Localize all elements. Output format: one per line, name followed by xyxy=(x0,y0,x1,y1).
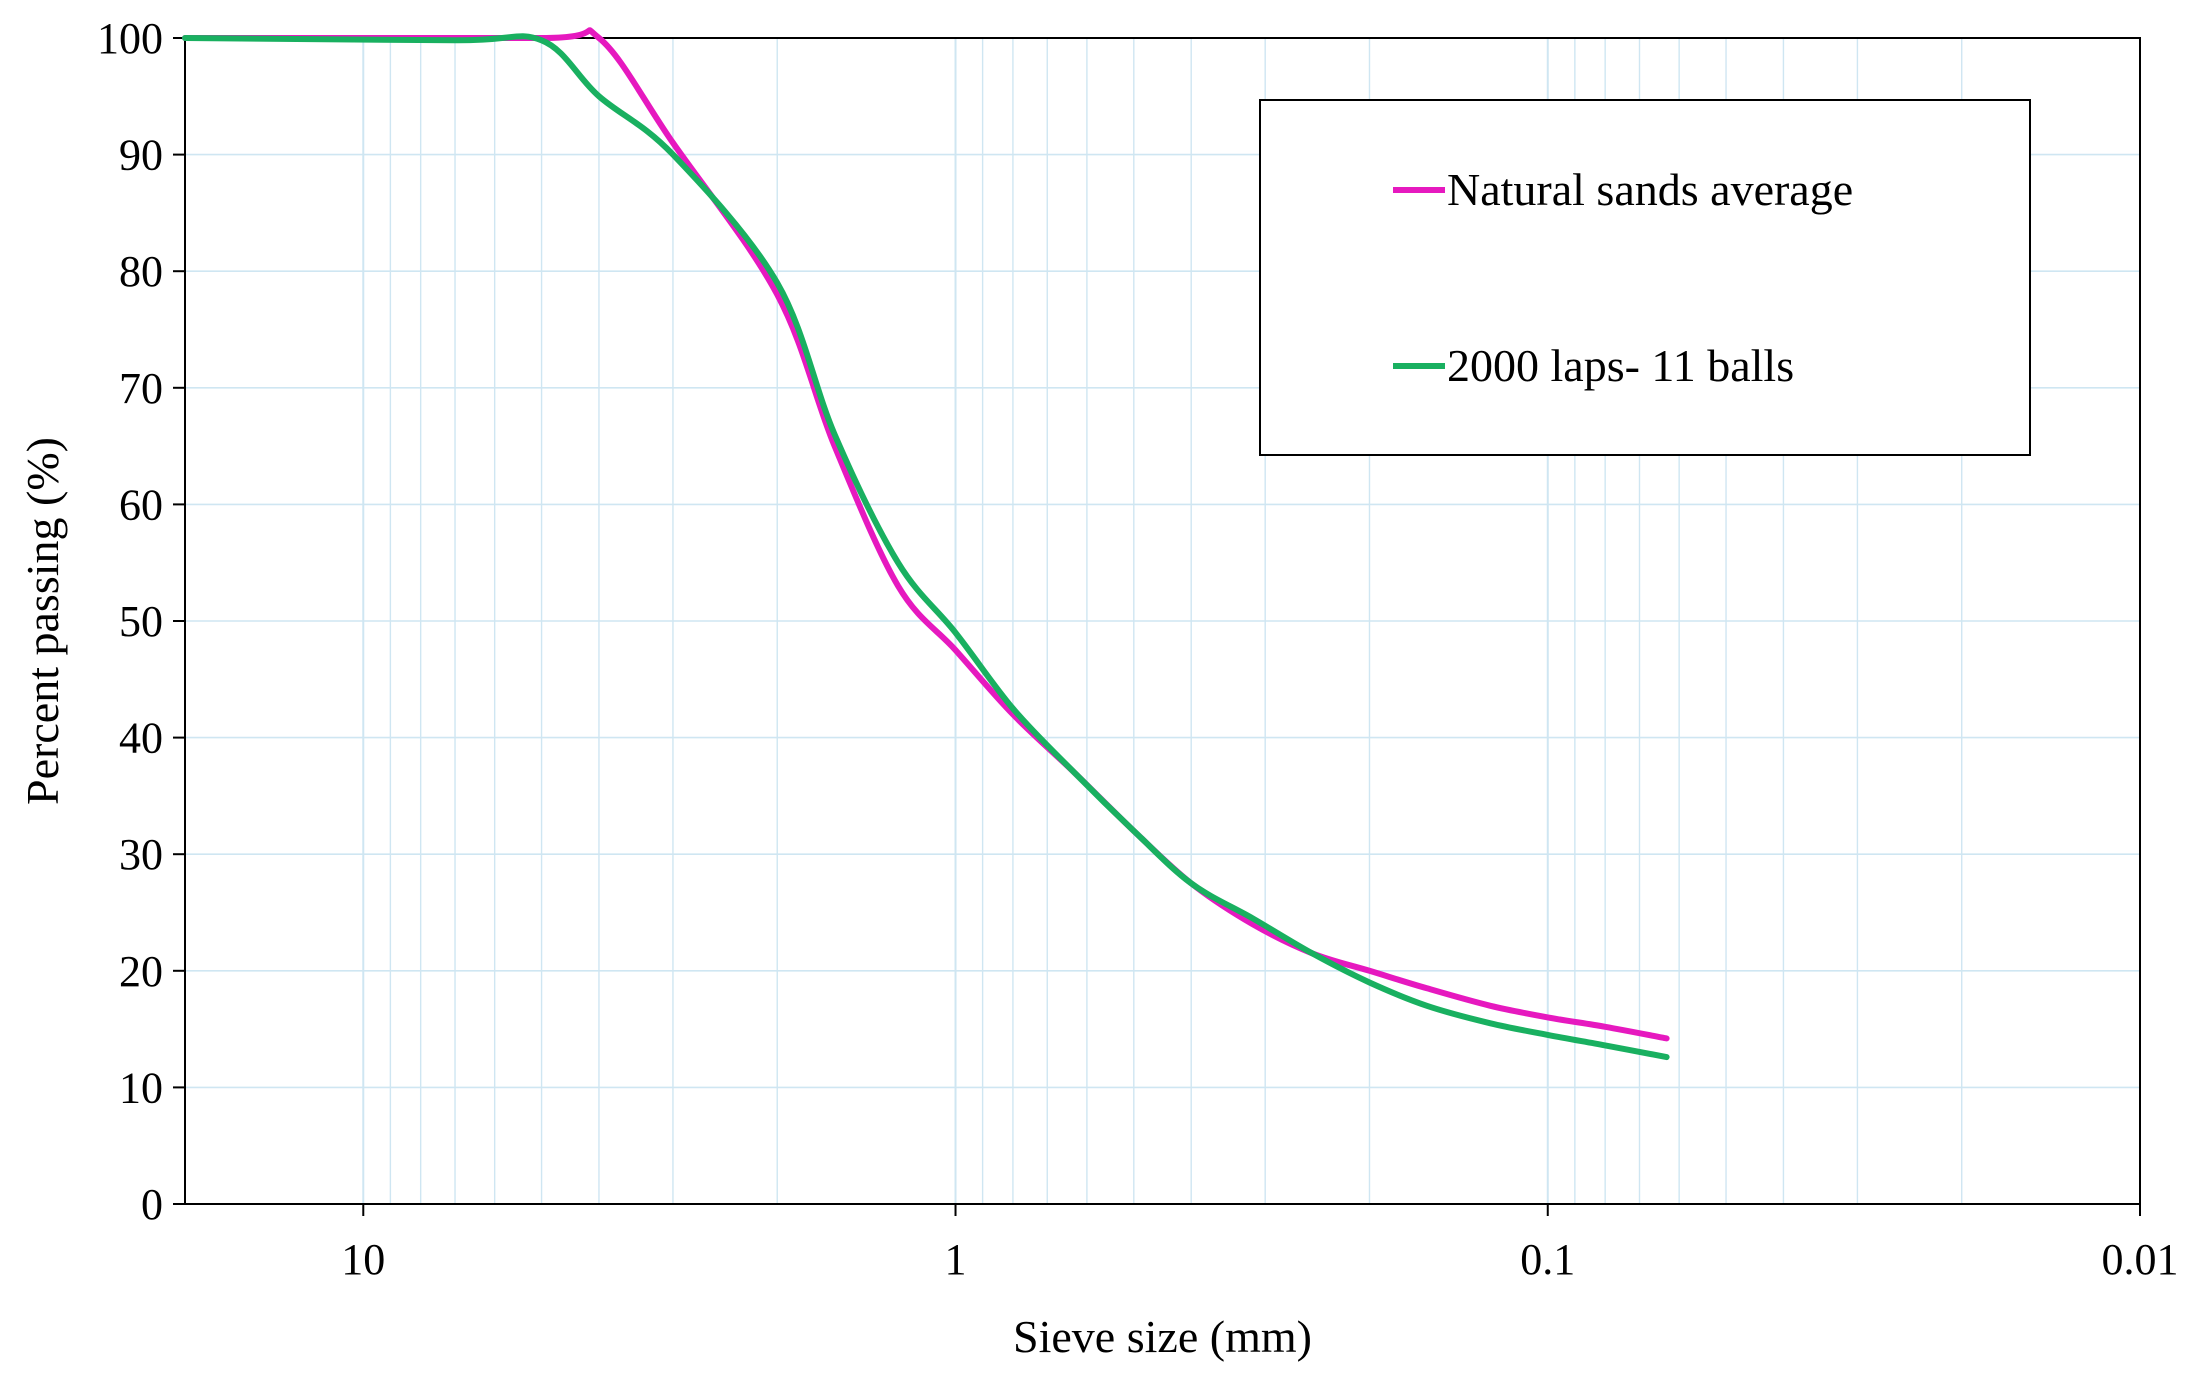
legend: Natural sands average 2000 laps- 11 ball… xyxy=(1259,99,2031,456)
y-tick-label: 20 xyxy=(119,947,163,996)
legend-label-natural-sands: Natural sands average xyxy=(1447,164,1853,215)
legend-box xyxy=(1259,99,2031,456)
x-axis-title: Sieve size (mm) xyxy=(1013,1311,1312,1362)
x-tick-label: 0.1 xyxy=(1520,1235,1575,1284)
y-tick-label: 0 xyxy=(141,1180,163,1229)
y-tick-label: 10 xyxy=(119,1063,163,1112)
y-tick-label: 60 xyxy=(119,480,163,529)
series-line-natural-sands xyxy=(182,27,1670,1042)
x-axis-ticks: 10 1 0.1 0.01 xyxy=(341,1204,2179,1284)
legend-label-2000-laps: 2000 laps- 11 balls xyxy=(1447,340,1794,391)
y-tick-label: 50 xyxy=(119,597,163,646)
x-tick-label: 0.01 xyxy=(2102,1235,2179,1284)
y-tick-label: 70 xyxy=(119,364,163,413)
y-tick-label: 80 xyxy=(119,247,163,296)
series-layer xyxy=(182,27,1670,1061)
y-tick-label: 100 xyxy=(97,14,163,63)
y-axis-title: Percent passing (%) xyxy=(17,437,68,805)
x-tick-label: 10 xyxy=(341,1235,385,1284)
y-axis-ticks: 0 10 20 30 40 50 60 70 80 90 100 xyxy=(97,14,185,1229)
y-tick-label: 90 xyxy=(119,131,163,180)
x-tick-label: 1 xyxy=(945,1235,967,1284)
y-tick-label: 40 xyxy=(119,714,163,763)
series-line-2000-laps xyxy=(182,33,1670,1061)
y-tick-label: 30 xyxy=(119,830,163,879)
